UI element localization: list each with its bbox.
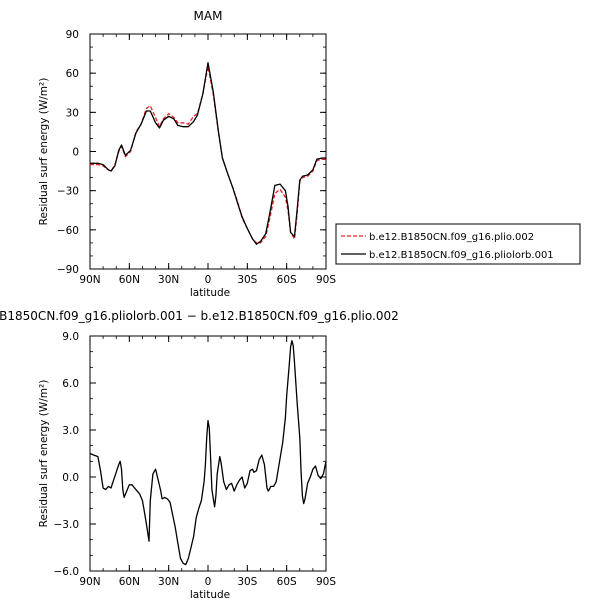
plot-frame xyxy=(89,335,327,572)
y-tick-label: 30 xyxy=(66,107,79,119)
x-tick-label: 0 xyxy=(205,576,212,588)
x-tick-label: 60N xyxy=(119,274,140,286)
y-tick-label: 9.0 xyxy=(62,331,79,343)
y-tick-label: −60 xyxy=(57,225,79,237)
x-tick-label: 30N xyxy=(158,274,179,286)
x-tick-label: 90N xyxy=(79,576,100,588)
bottom-panel: b.e12.B1850CN.f09_g16.pliolorb.001 − b.e… xyxy=(0,309,399,601)
chart-title: MAM xyxy=(194,9,223,23)
y-tick-label: 3.0 xyxy=(62,425,79,437)
top-panel: MAM 90N 60N 30N 0 30S 60S 90S −90 −60 −30 0 30 60 90 la… xyxy=(38,9,336,299)
x-axis-label: latitude xyxy=(190,287,230,299)
x-tick-label: 90S xyxy=(316,274,336,286)
y-tick-label: −90 xyxy=(57,264,79,276)
x-tick-label: 90N xyxy=(79,274,100,286)
chart-title: b.e12.B1850CN.f09_g16.pliolorb.001 − b.e… xyxy=(0,309,399,323)
y-tick-label: 60 xyxy=(66,68,79,80)
y-tick-label: 90 xyxy=(66,29,79,41)
x-tick-label: 30S xyxy=(237,576,257,588)
legend-box xyxy=(335,223,581,265)
y-axis-label: Residual surf energy (W/m²) xyxy=(38,78,50,226)
series-line-1 xyxy=(90,62,326,245)
x-tick-label: 60S xyxy=(277,576,297,588)
y-tick-label: −6.0 xyxy=(54,566,80,578)
y-tick-label: 0.0 xyxy=(62,472,79,484)
y-axis-label: Residual surf energy (W/m²) xyxy=(38,380,50,528)
y-tick-label: 6.0 xyxy=(62,378,79,390)
y-tick-label: 0 xyxy=(72,147,79,159)
legend-label-0: b.e12.B1850CN.f09_g16.plio.002 xyxy=(369,232,534,243)
x-axis-label: latitude xyxy=(190,589,230,601)
legend: b.e12.B1850CN.f09_g16.plio.002 b.e12.B185… xyxy=(335,223,581,265)
y-tick-label: −30 xyxy=(57,186,79,198)
x-tick-label: 60N xyxy=(119,576,140,588)
y-tick-label: −3.0 xyxy=(54,519,80,531)
x-tick-label: 30S xyxy=(237,274,257,286)
x-tick-label: 60S xyxy=(277,274,297,286)
x-tick-label: 0 xyxy=(205,274,212,286)
x-tick-label: 30N xyxy=(158,576,179,588)
series-line-0 xyxy=(89,340,327,566)
x-tick-label: 90S xyxy=(316,576,336,588)
legend-label-1: b.e12.B1850CN.f09_g16.pliolorb.001 xyxy=(369,250,554,261)
